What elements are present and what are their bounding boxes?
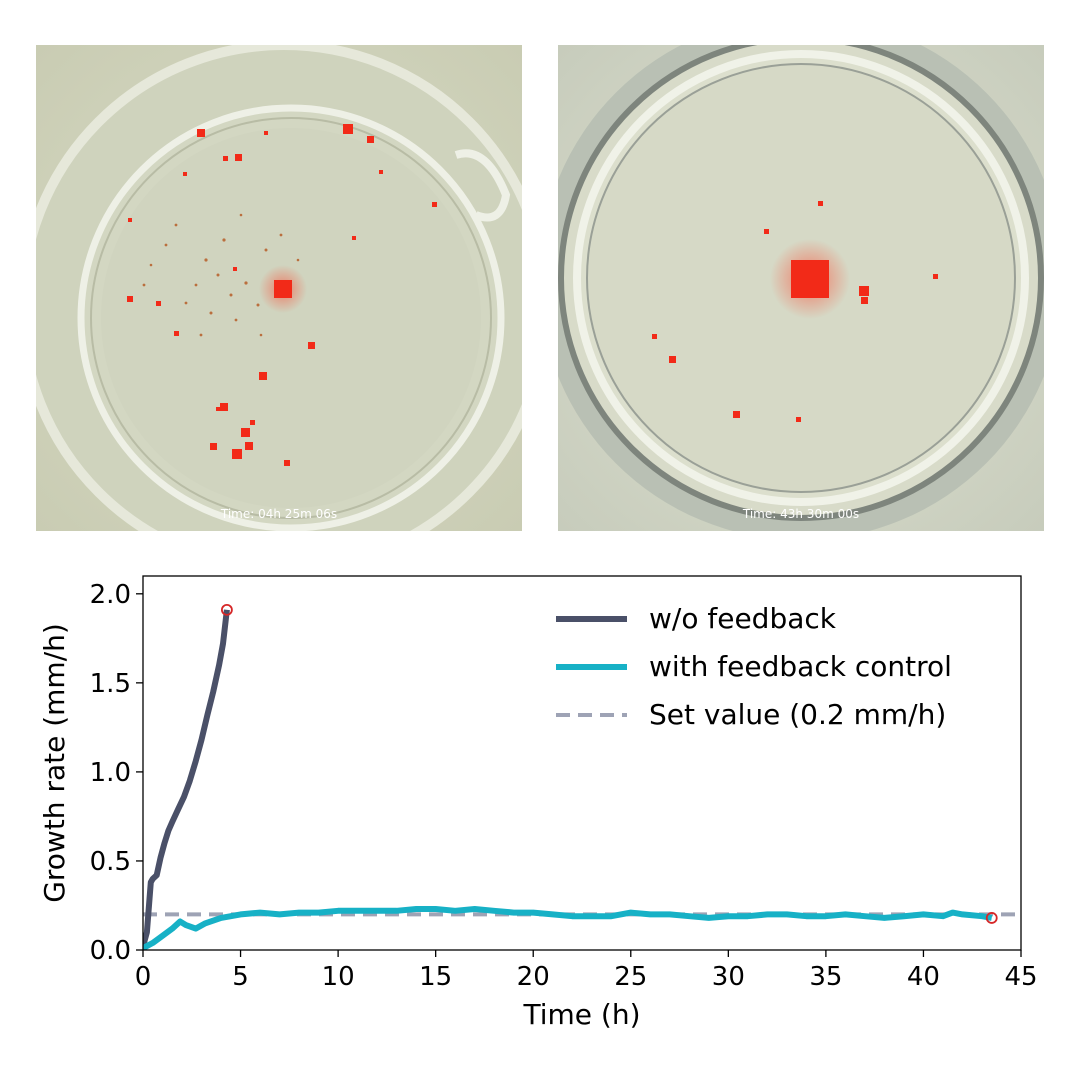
crystals-left [127, 124, 437, 466]
growth-rate-chart: 0 5 10 15 20 25 30 35 40 45 0.0 0.5 1.0 1.5 2.0 w/o fe… [38, 575, 1038, 1031]
x-axis-label: Time (h) [522, 998, 640, 1031]
series-line-w-o-feedback [143, 609, 230, 948]
x-tick-label: 0 [135, 962, 152, 992]
legend-label: Set value (0.2 mm/h) [649, 698, 946, 731]
petri-dish-image-left: Time: 04h 25m 06s [36, 45, 522, 531]
y-tick-label: 1.5 [90, 669, 131, 699]
plot-frame [142, 575, 1022, 951]
x-tick-label: 5 [232, 962, 249, 992]
y-axis-label: Growth rate (mm/h) [38, 623, 71, 903]
crystals-right [652, 201, 938, 422]
x-tick-label: 30 [712, 962, 745, 992]
x-tick-label: 40 [907, 962, 940, 992]
plot-area [143, 603, 1021, 950]
petri-dish-image-right: Time: 43h 30m 00s [558, 45, 1044, 531]
x-tick-label: 25 [614, 962, 647, 992]
timestamp-right: Time: 43h 30m 00s [742, 507, 859, 521]
y-tick-label: 0.5 [90, 847, 131, 877]
y-tick-label: 1.0 [90, 758, 131, 788]
timestamp-left: Time: 04h 25m 06s [220, 507, 337, 521]
axes: 0 5 10 15 20 25 30 35 40 45 0.0 0.5 1.0 1.5 2.0 [90, 575, 1038, 992]
photo-with-feedback: Time: 43h 30m 00s [558, 45, 1044, 531]
x-tick-label: 15 [419, 962, 452, 992]
x-tick-label: 10 [322, 962, 355, 992]
legend-label: w/o feedback [649, 602, 837, 635]
legend: w/o feedback with feedback control Set val… [556, 602, 952, 731]
series-line-with-feedback-control [143, 906, 993, 950]
legend-label: with feedback control [649, 650, 952, 683]
y-tick-label: 2.0 [90, 580, 131, 610]
endpoint-marker-2 [985, 912, 998, 924]
x-tick-label: 20 [517, 962, 550, 992]
y-tick-label: 0.0 [90, 936, 131, 966]
x-tick-label: 35 [809, 962, 842, 992]
x-tick-label: 45 [1004, 962, 1037, 992]
photo-without-feedback: Time: 04h 25m 06s [36, 45, 522, 531]
endpoint-marker-1 [220, 603, 233, 616]
